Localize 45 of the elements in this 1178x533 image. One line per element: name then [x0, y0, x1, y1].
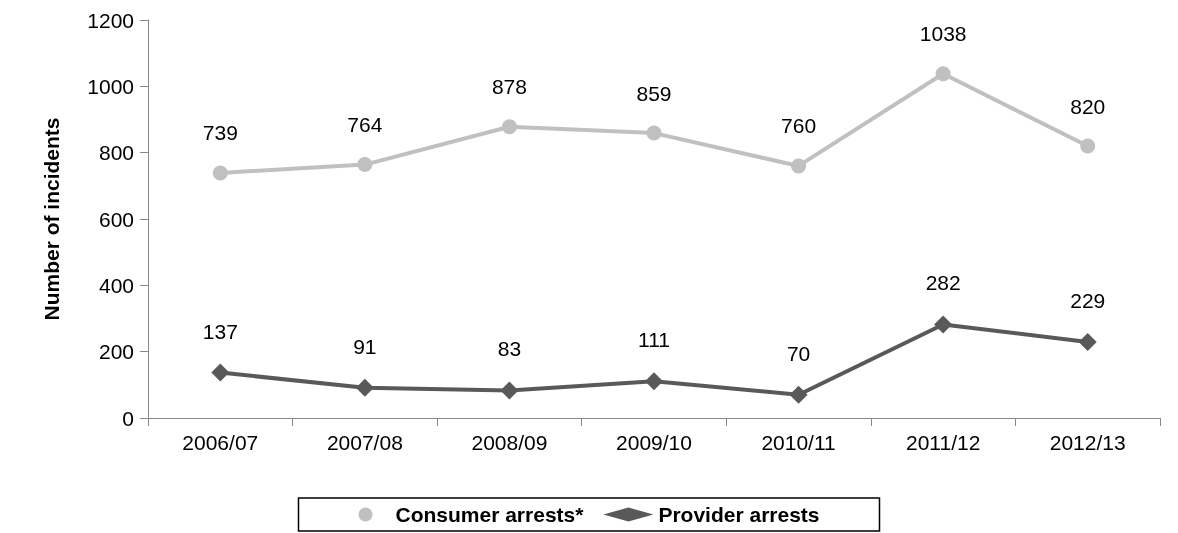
y-tick-label: 0: [122, 406, 134, 430]
data-label: 820: [1070, 94, 1106, 118]
data-label: 282: [925, 271, 961, 295]
point: [645, 372, 663, 391]
point: [1078, 333, 1097, 352]
data-label: 70: [786, 341, 811, 365]
point: [791, 158, 807, 174]
point: [211, 363, 230, 382]
legend-label: Consumer arrests*: [395, 503, 585, 526]
data-label: 760: [781, 114, 817, 138]
x-tick-label: 2010/11: [761, 431, 836, 454]
x-tick-label: 2012/13: [1049, 431, 1126, 454]
y-tick-label: 1200: [87, 8, 134, 32]
data-label: 229: [1070, 289, 1106, 313]
y-tick-label: 400: [98, 273, 134, 297]
y-tick-label: 800: [98, 141, 134, 165]
point: [212, 165, 228, 181]
x-tick-label: 2007/08: [326, 431, 403, 454]
x-tick-label: 2009/10: [616, 431, 692, 454]
x-tick-label: 2008/09: [471, 431, 548, 454]
point: [646, 125, 662, 141]
x-tick-label: 2011/12: [905, 431, 981, 454]
point: [357, 157, 373, 173]
data-label: 878: [491, 75, 527, 99]
point: [501, 119, 517, 135]
point: [935, 66, 951, 82]
y-axis-title: Number of incidents: [40, 117, 63, 321]
point: [934, 315, 953, 334]
data-label: 739: [202, 121, 238, 145]
data-label: 1038: [919, 22, 967, 46]
y-tick-label: 200: [98, 340, 134, 364]
data-label: 83: [497, 337, 522, 361]
data-label: 111: [638, 328, 670, 352]
point: [1080, 138, 1096, 154]
data-label: 91: [353, 334, 377, 358]
y-tick-label: 1000: [87, 74, 134, 98]
y-tick-label: 600: [98, 207, 134, 231]
point: [500, 381, 519, 400]
point: [789, 385, 808, 404]
x-tick-label: 2006/07: [182, 431, 259, 454]
data-label: 137: [202, 319, 238, 343]
point: [355, 378, 374, 397]
data-label: 764: [347, 113, 383, 137]
data-label: 859: [636, 81, 672, 105]
legend-label: Provider arrests: [658, 503, 820, 526]
